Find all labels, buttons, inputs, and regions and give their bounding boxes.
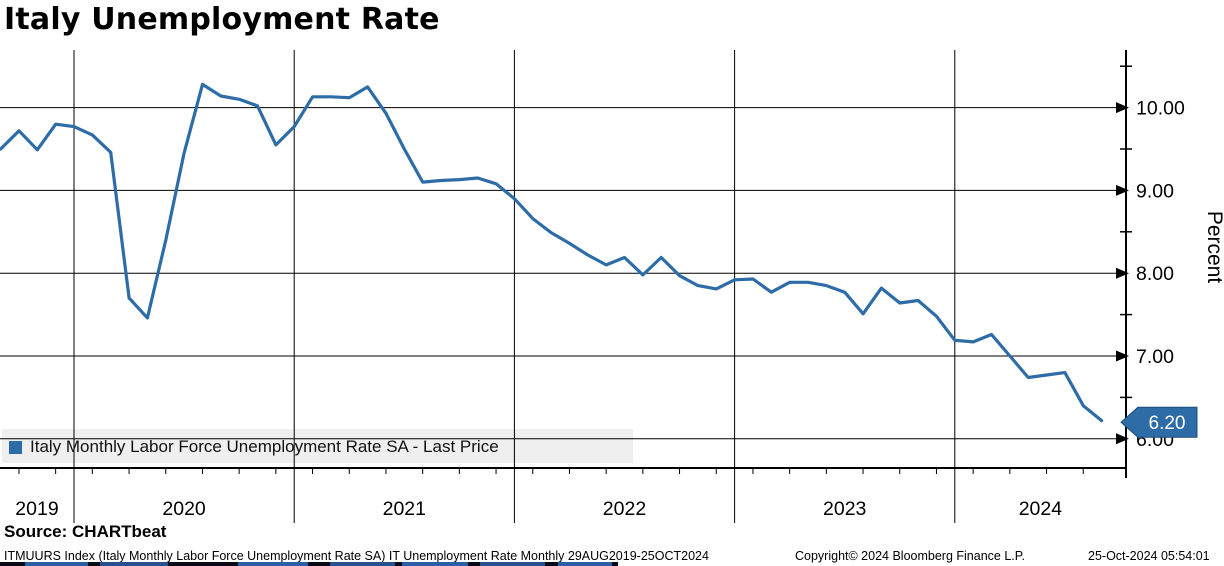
y-tick-arrow-icon xyxy=(1116,433,1129,445)
legend-series-label: Italy Monthly Labor Force Unemployment R… xyxy=(30,437,499,456)
y-tick-arrow-icon xyxy=(1116,184,1129,196)
y-tick-arrow-icon xyxy=(1116,102,1129,114)
footer-security-info: ITMUURS Index (Italy Monthly Labor Force… xyxy=(4,549,709,563)
y-tick-label: 9.00 xyxy=(1136,180,1174,202)
footer: ITMUURS Index (Italy Monthly Labor Force… xyxy=(0,549,1224,563)
y-tick-label: 10.00 xyxy=(1136,98,1185,120)
footer-copyright: Copyright© 2024 Bloomberg Finance L.P. xyxy=(795,549,1025,563)
x-year-label: 2020 xyxy=(162,498,206,520)
x-year-label: 2021 xyxy=(383,498,426,520)
bottom-taskbar-strip xyxy=(0,562,618,566)
series-line xyxy=(0,82,1104,423)
y-tick-arrow-icon xyxy=(1116,267,1129,279)
chart-title: Italy Unemployment Rate xyxy=(4,2,440,37)
x-year-label: 2019 xyxy=(15,498,58,520)
y-tick-arrow-icon xyxy=(1116,350,1129,362)
footer-timestamp: 25-Oct-2024 05:54:01 xyxy=(1088,549,1210,563)
last-price-tag xyxy=(1120,406,1198,438)
legend-background xyxy=(2,429,633,463)
y-axis-title: Percent xyxy=(1203,211,1224,284)
x-year-label: 2023 xyxy=(823,498,866,520)
y-tick-label: 8.00 xyxy=(1136,263,1174,285)
source-line: Source: CHARTbeat xyxy=(4,522,167,541)
last-price-label: 6.20 xyxy=(1149,413,1186,434)
legend-marker-icon xyxy=(9,440,22,454)
x-year-label: 2022 xyxy=(603,498,646,520)
y-tick-label: 7.00 xyxy=(1136,346,1174,368)
x-year-label: 2024 xyxy=(1019,498,1063,520)
legend: Italy Monthly Labor Force Unemployment R… xyxy=(9,437,499,457)
